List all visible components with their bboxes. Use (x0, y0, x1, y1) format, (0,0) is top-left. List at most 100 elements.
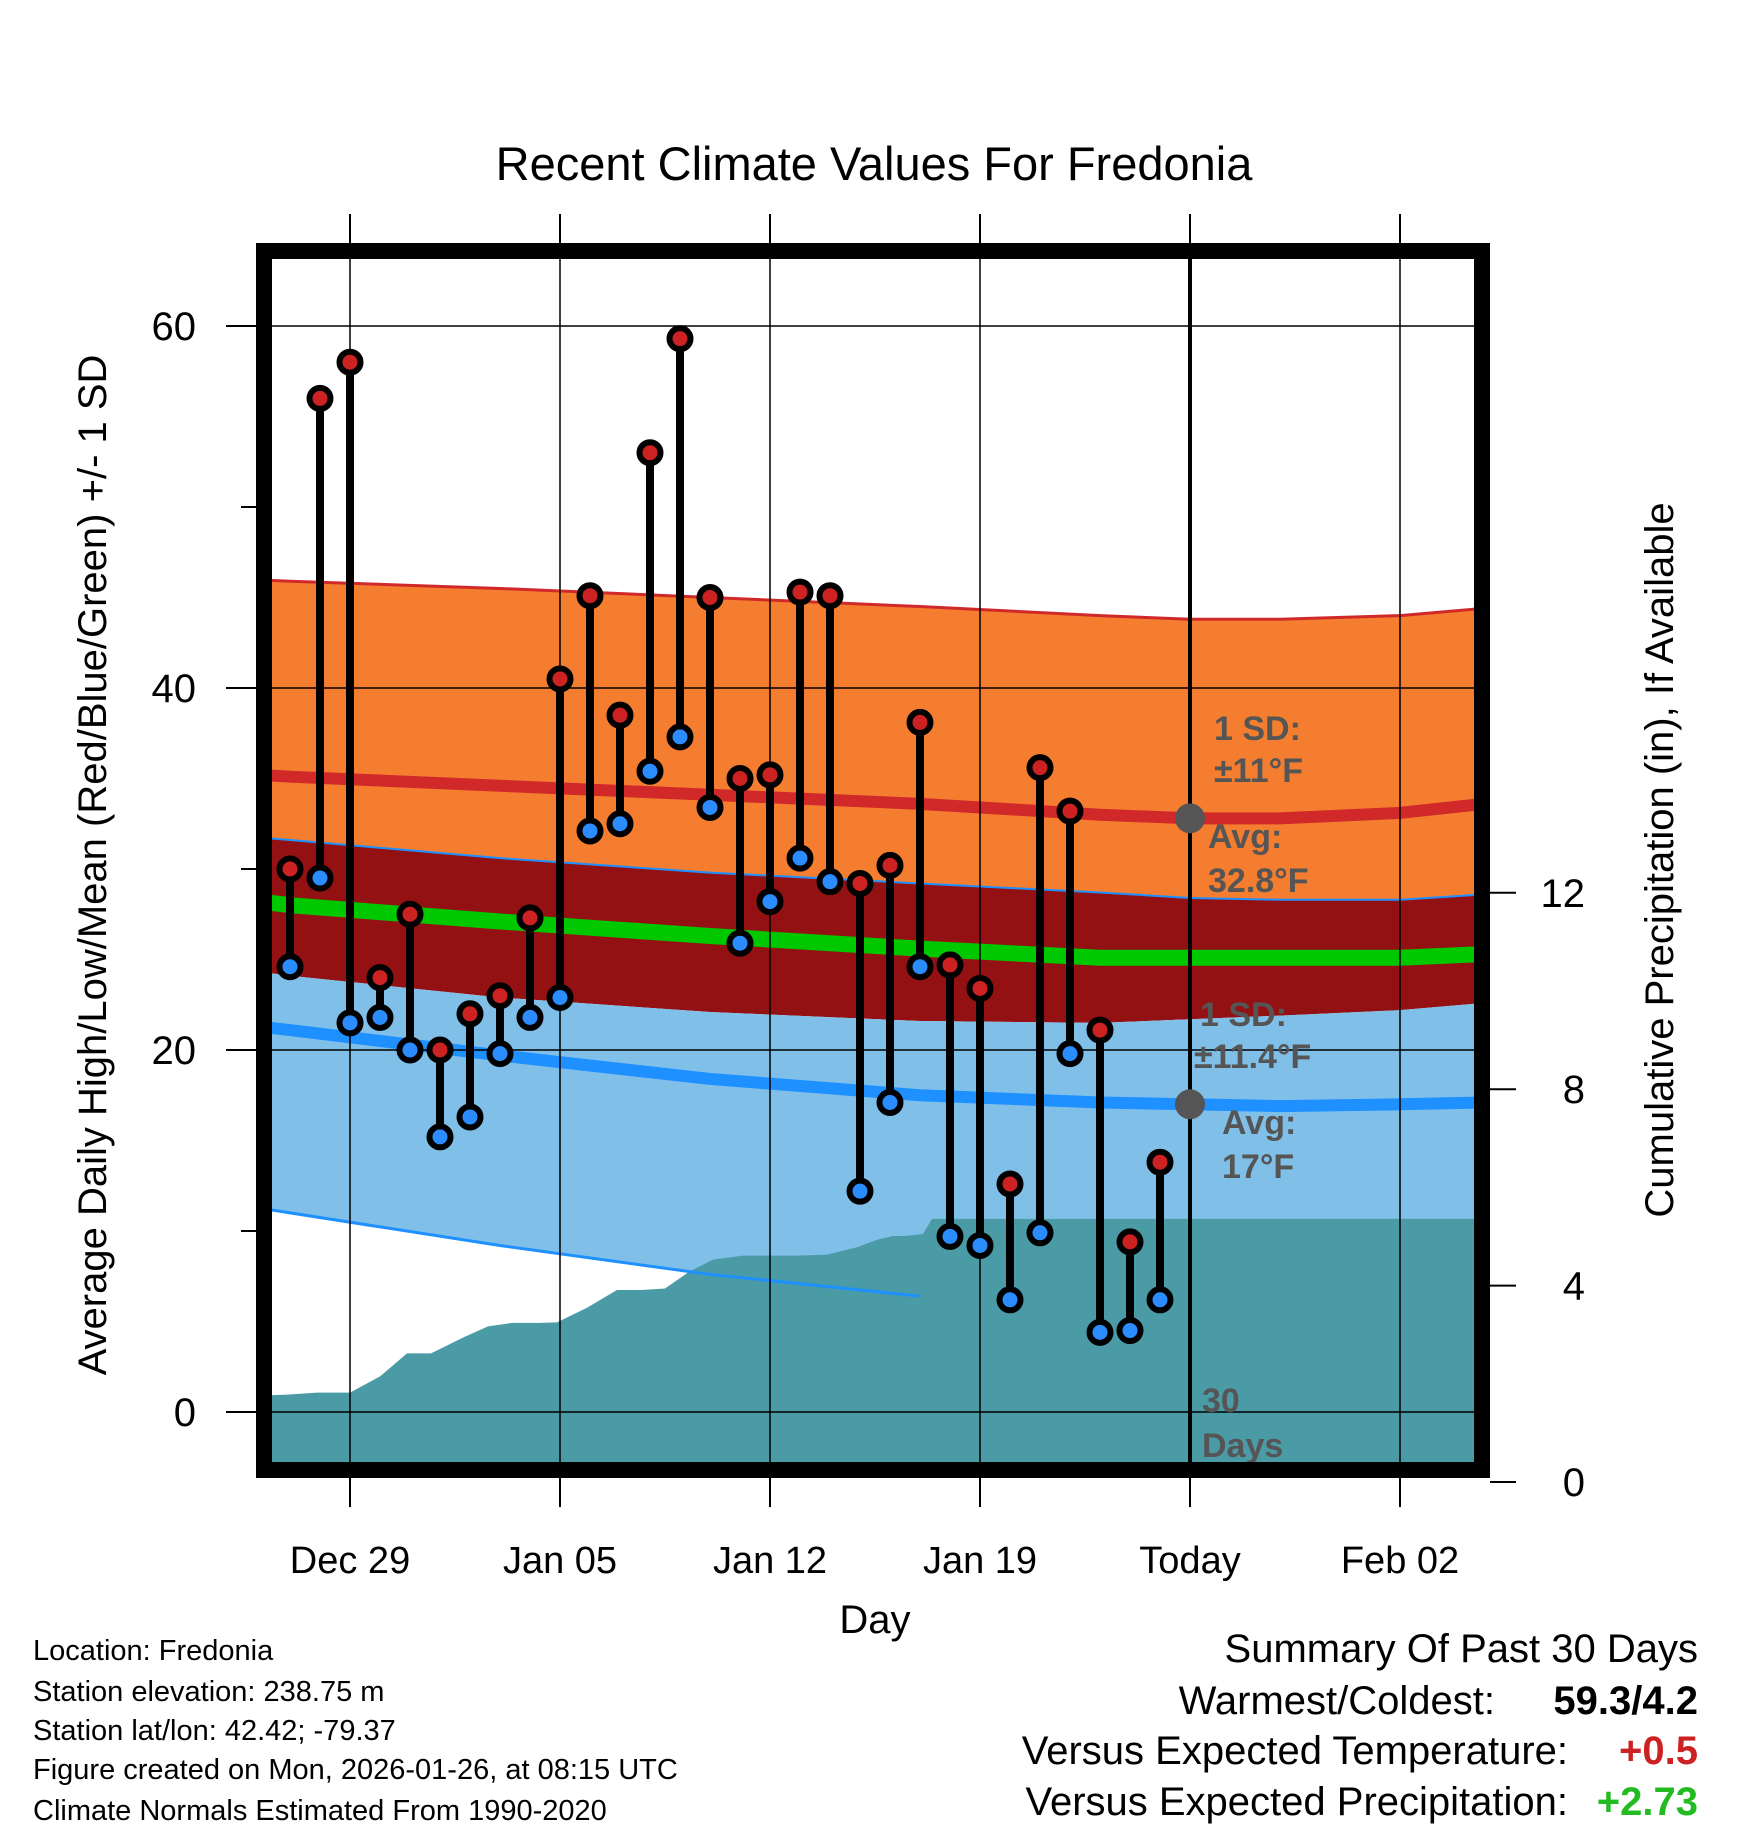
daily-low-point (396, 1036, 424, 1064)
x-tick-label: Feb 02 (1341, 1540, 1459, 1582)
daily-low-point (756, 888, 784, 916)
summary-panel: Summary Of Past 30 Days Warmest/Coldest:… (1022, 1627, 1698, 1824)
daily-high-point (906, 708, 934, 736)
high-sd-annotation: 1 SD: (1214, 710, 1301, 748)
high-sd-value-annotation: ±11°F (1214, 752, 1303, 790)
low-avg-value-annotation: 17°F (1222, 1148, 1294, 1186)
high-avg-value-annotation: 32.8°F (1208, 862, 1309, 900)
footer-elevation: Station elevation: 238.75 m (33, 1676, 384, 1708)
y-tick-label: 0 (174, 1391, 196, 1435)
daily-low-point (876, 1088, 904, 1116)
x-axis-label: Day (839, 1598, 910, 1642)
daily-low-point (786, 844, 814, 872)
y-tick-label: 60 (152, 305, 197, 349)
daily-high-point (756, 761, 784, 789)
daily-high-point (1116, 1228, 1144, 1256)
daily-low-point (366, 1003, 394, 1031)
daily-low-point (336, 1009, 364, 1037)
today-low-avg-marker (1175, 1089, 1205, 1120)
summary-precip-label: Versus Expected Precipitation: (1025, 1780, 1568, 1824)
daily-low-point (816, 868, 844, 896)
low-sd-annotation: 1 SD: (1200, 996, 1287, 1034)
daily-high-point (426, 1036, 454, 1064)
daily-low-point (426, 1123, 454, 1151)
daily-low-point (606, 810, 634, 838)
daily-high-point (786, 578, 814, 606)
daily-low-point (486, 1040, 514, 1068)
days-word-annotation: Days (1202, 1427, 1283, 1465)
summary-heading: Summary Of Past 30 Days (1225, 1627, 1698, 1671)
daily-low-point (846, 1177, 874, 1205)
daily-low-point (1146, 1286, 1174, 1314)
footer-normals: Climate Normals Estimated From 1990-2020 (33, 1795, 607, 1827)
daily-high-point (606, 701, 634, 729)
daily-high-point (306, 384, 334, 412)
x-tick-label: Dec 29 (290, 1540, 410, 1582)
summary-warm-cold-label: Warmest/Coldest: (1179, 1679, 1495, 1723)
y2-tick-label: 0 (1563, 1461, 1585, 1505)
precip-area (264, 1218, 1482, 1470)
daily-high-point (666, 325, 694, 353)
daily-high-point (396, 900, 424, 928)
daily-high-point (1086, 1016, 1114, 1044)
daily-low-point (456, 1103, 484, 1131)
daily-high-point (726, 765, 754, 792)
low-mean-line (264, 1021, 1482, 1113)
summary-temp-label: Versus Expected Temperature: (1022, 1729, 1568, 1773)
y2-tick-label: 4 (1563, 1265, 1585, 1309)
daily-low-point (906, 953, 934, 981)
days-count-annotation: 30 (1202, 1382, 1240, 1420)
plot-frame (256, 243, 1490, 1478)
daily-low-point (1026, 1219, 1054, 1247)
footer-latlon: Station lat/lon: 42.42; -79.37 (33, 1715, 396, 1747)
daily-low-point (636, 757, 664, 785)
daily-high-point (636, 439, 664, 467)
daily-high-point (696, 584, 724, 611)
daily-high-point (996, 1170, 1024, 1198)
y-tick-label: 40 (152, 667, 197, 711)
daily-high-point (1056, 797, 1084, 825)
mid-band (264, 837, 1482, 1023)
summary-warm-cold-value: 59.3/4.2 (1553, 1679, 1698, 1723)
low-sd-lower-line (264, 1207, 921, 1298)
daily-high-point (846, 869, 874, 897)
high-sd-lower-line (264, 836, 1482, 901)
footer-location: Location: Fredonia (33, 1635, 274, 1667)
summary-precip-value: +2.73 (1597, 1780, 1698, 1824)
daily-low-point (726, 929, 754, 957)
daily-high-point (576, 582, 604, 610)
daily-high-point (486, 982, 514, 1010)
daily-high-point (966, 974, 994, 1002)
daily-low-point (1116, 1317, 1144, 1345)
daily-high-point (936, 951, 964, 979)
low-sd-value-annotation: ±11.4°F (1194, 1038, 1311, 1076)
plot-area (264, 251, 1482, 1470)
high-avg-annotation: Avg: (1208, 818, 1282, 856)
mean-line (264, 894, 1482, 966)
daily-low-point (666, 723, 694, 751)
daily-high-point (516, 904, 544, 932)
y2-tick-label: 8 (1563, 1068, 1585, 1112)
high-mean-line (264, 769, 1482, 825)
footer-info: Location: Fredonia Station elevation: 23… (33, 1635, 678, 1827)
daily-low-point (276, 953, 304, 981)
high-sd-upper-line (264, 578, 1482, 621)
x-tick-label: Jan 05 (503, 1540, 617, 1582)
x-tick-label: Jan 19 (923, 1540, 1037, 1582)
daily-low-point (576, 817, 604, 845)
daily-high-point (546, 665, 574, 693)
daily-high-point (276, 855, 304, 883)
daily-low-point (1086, 1318, 1114, 1346)
daily-low-point (306, 864, 334, 892)
footer-created: Figure created on Mon, 2026-01-26, at 08… (33, 1754, 678, 1786)
daily-high-point (1026, 754, 1054, 782)
daily-low-point (516, 1003, 544, 1031)
daily-high-point (1146, 1148, 1174, 1176)
daily-low-point (936, 1222, 964, 1250)
daily-low-point (966, 1231, 994, 1259)
y-axis-label: Average Daily High/Low/Mean (Red/Blue/Gr… (71, 355, 115, 1376)
daily-high-point (336, 348, 364, 376)
daily-low-point (696, 793, 724, 821)
x-tick-label: Today (1139, 1540, 1240, 1582)
